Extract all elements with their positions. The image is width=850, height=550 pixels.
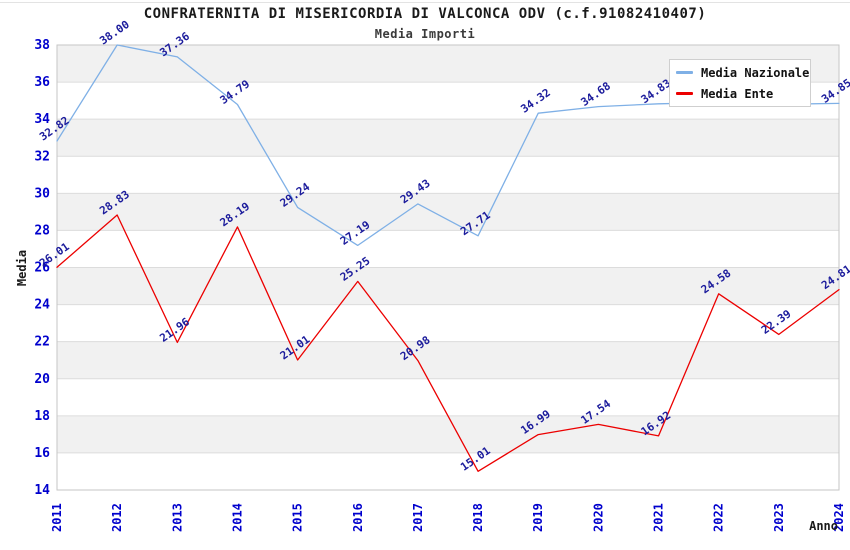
y-tick-label: 22 — [34, 335, 50, 350]
y-axis-title: Media — [15, 250, 29, 286]
chart-subtitle: Media Importi — [374, 27, 476, 41]
top-divider — [0, 2, 850, 3]
y-tick-label: 36 — [34, 75, 50, 90]
x-tick-label: 2021 — [652, 503, 666, 532]
legend-label-nazionale: Media Nazionale — [701, 65, 810, 80]
series-line-ente — [56, 214, 840, 472]
legend: Media Nazionale Media Ente — [669, 59, 811, 107]
x-tick-label: 2019 — [531, 503, 545, 532]
x-tick-label: 2012 — [110, 503, 124, 532]
x-tick-label: 2022 — [712, 503, 726, 532]
legend-item-media-nazionale: Media Nazionale — [676, 66, 809, 80]
grid-band — [57, 193, 839, 231]
data-label: 34.32 — [518, 86, 553, 116]
grid-band — [57, 119, 839, 157]
legend-line-icon-ente — [676, 92, 693, 95]
y-tick-label: 30 — [34, 186, 50, 201]
y-tick-label: 24 — [34, 298, 50, 313]
x-tick-label: 2014 — [230, 503, 244, 532]
legend-item-media-ente: Media Ente — [676, 87, 804, 101]
y-tick-label: 16 — [34, 446, 50, 461]
data-label: 21.96 — [157, 315, 192, 345]
y-tick-label: 34 — [34, 112, 50, 127]
y-tick-label: 18 — [34, 409, 50, 424]
y-tick-label: 20 — [34, 372, 50, 387]
x-axis-title: Anno — [809, 519, 838, 533]
y-tick-label: 32 — [34, 149, 50, 164]
y-tick-label: 26 — [34, 261, 50, 276]
grid-band — [57, 415, 839, 453]
chart-title: CONFRATERNITA DI MISERICORDIA DI VALCONC… — [143, 6, 707, 22]
x-tick-label: 2015 — [291, 503, 305, 532]
data-label: 34.68 — [579, 79, 614, 109]
y-tick-label: 38 — [34, 38, 50, 53]
x-tick-label: 2023 — [772, 503, 786, 532]
x-tick-label: 2020 — [591, 503, 605, 532]
x-tick-label: 2016 — [351, 503, 365, 532]
data-label: 26.01 — [37, 240, 72, 270]
grid-band — [57, 267, 839, 305]
legend-line-icon-nazionale — [676, 71, 693, 74]
legend-label-ente: Media Ente — [701, 86, 774, 101]
x-tick-label: 2024 — [832, 503, 846, 532]
y-tick-label: 28 — [34, 223, 50, 238]
grid-band — [57, 341, 839, 379]
x-tick-label: 2013 — [170, 503, 184, 532]
x-tick-label: 2017 — [411, 503, 425, 532]
x-tick-label: 2011 — [50, 503, 64, 532]
y-tick-label: 14 — [34, 483, 50, 498]
x-tick-label: 2018 — [471, 503, 485, 532]
